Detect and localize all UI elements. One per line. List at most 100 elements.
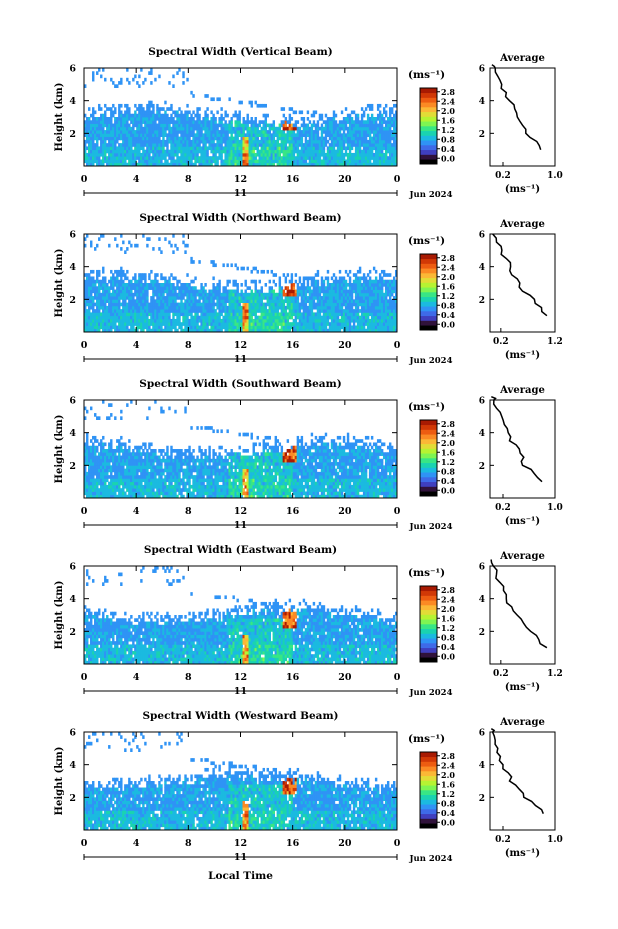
heatmap-cell (334, 156, 338, 160)
heatmap-cell (292, 289, 296, 294)
heatmap-cell (128, 283, 131, 287)
heatmap-cell (236, 120, 239, 124)
heatmap-cell (262, 136, 265, 141)
heatmap-cell (330, 123, 334, 128)
heatmap-cell (224, 296, 227, 300)
heatmap-cell (108, 162, 111, 167)
heatmap-cell (92, 328, 95, 333)
heatmap-cell (364, 289, 368, 294)
heatmap-cell (140, 302, 143, 307)
heatmap-cell (248, 120, 251, 124)
heatmap-cell (164, 133, 167, 137)
heatmap-cell (364, 305, 368, 310)
heatmap-cell (374, 283, 378, 287)
heatmap-cell (84, 328, 87, 333)
heatmap-cell (360, 130, 364, 134)
heatmap-cell (324, 130, 328, 134)
heatmap-cell (164, 120, 167, 124)
heatmap-cell (92, 143, 95, 147)
heatmap-cell (336, 315, 340, 320)
heatmap-cell (240, 328, 243, 333)
heatmap-cell (332, 322, 336, 326)
heatmap-cell (260, 309, 263, 313)
heatmap-cell (94, 123, 97, 128)
heatmap-cell (386, 126, 390, 131)
heatmap-cell (368, 302, 372, 307)
heatmap-cell (146, 237, 149, 241)
heatmap-cell (334, 325, 338, 330)
heatmap-cell (92, 279, 95, 284)
heatmap-cell (172, 130, 175, 134)
heatmap-cell (292, 286, 296, 290)
heatmap-cell (318, 302, 322, 307)
heatmap-cell (262, 103, 265, 108)
heatmap-cell (308, 305, 312, 310)
heatmap-cell (332, 299, 336, 303)
heatmap-cell (174, 296, 177, 300)
heatmap-cell (118, 130, 121, 134)
heatmap-cell (110, 162, 113, 167)
heatmap-cell (246, 159, 249, 164)
heatmap-cell (252, 143, 255, 147)
heatmap-cell (230, 315, 233, 320)
heatmap-cell (160, 302, 163, 307)
heatmap-cell (236, 283, 239, 287)
heatmap-cell (266, 130, 269, 134)
heatmap-cell (96, 152, 99, 157)
heatmap-cell (112, 136, 115, 141)
heatmap-cell (270, 325, 274, 330)
heatmap-cell (222, 117, 225, 121)
heatmap-cell (280, 296, 284, 300)
heatmap-cell (92, 315, 95, 320)
heatmap-cell (266, 143, 269, 147)
heatmap-cell (376, 133, 380, 137)
heatmap-cell (200, 120, 203, 124)
heatmap-cell (234, 126, 237, 131)
heatmap-cell (344, 292, 348, 297)
heatmap-cell (312, 136, 316, 141)
heatmap-cell (216, 299, 219, 303)
heatmap-cell (156, 123, 159, 128)
heatmap-cell (110, 130, 113, 134)
heatmap-cell (370, 130, 374, 134)
heatmap-cell (352, 162, 356, 167)
heatmap-cell (218, 152, 221, 157)
heatmap-cell (230, 159, 233, 164)
colorbar-segment (420, 140, 437, 146)
heatmap-cell (162, 117, 165, 121)
y-tick-label: 6 (69, 64, 76, 75)
heatmap-cell (176, 296, 179, 300)
heatmap-cell (92, 117, 95, 121)
heatmap-cell (84, 315, 87, 320)
heatmap-cell (342, 312, 346, 317)
heatmap-cell (170, 302, 173, 307)
heatmap-cell (284, 322, 288, 326)
heatmap-cell (264, 315, 267, 320)
heatmap-cell (138, 113, 141, 118)
heatmap-cell (104, 292, 107, 297)
heatmap-cell (382, 325, 386, 330)
heatmap-cell (126, 305, 129, 310)
heatmap-cell (104, 139, 107, 144)
heatmap-cell (334, 302, 338, 307)
heatmap-cell (182, 286, 185, 290)
heatmap-cell (134, 322, 137, 326)
heatmap-cell (104, 325, 107, 330)
heatmap-cell (254, 328, 257, 333)
heatmap-cell (112, 123, 115, 128)
heatmap-cell (122, 139, 125, 144)
heatmap-cell (248, 146, 251, 151)
heatmap-cell (242, 315, 245, 320)
heatmap-cell (364, 143, 368, 147)
heatmap-cell (302, 159, 306, 164)
heatmap-cell (288, 292, 292, 297)
heatmap-cell (384, 113, 388, 118)
heatmap-cell (260, 143, 263, 147)
heatmap-cell (344, 159, 348, 164)
heatmap-cell (306, 279, 310, 284)
heatmap-cell (98, 136, 101, 141)
heatmap-cell (168, 123, 171, 128)
heatmap-cell (308, 328, 312, 333)
heatmap-cell (104, 143, 107, 147)
heatmap-cell (224, 325, 227, 330)
